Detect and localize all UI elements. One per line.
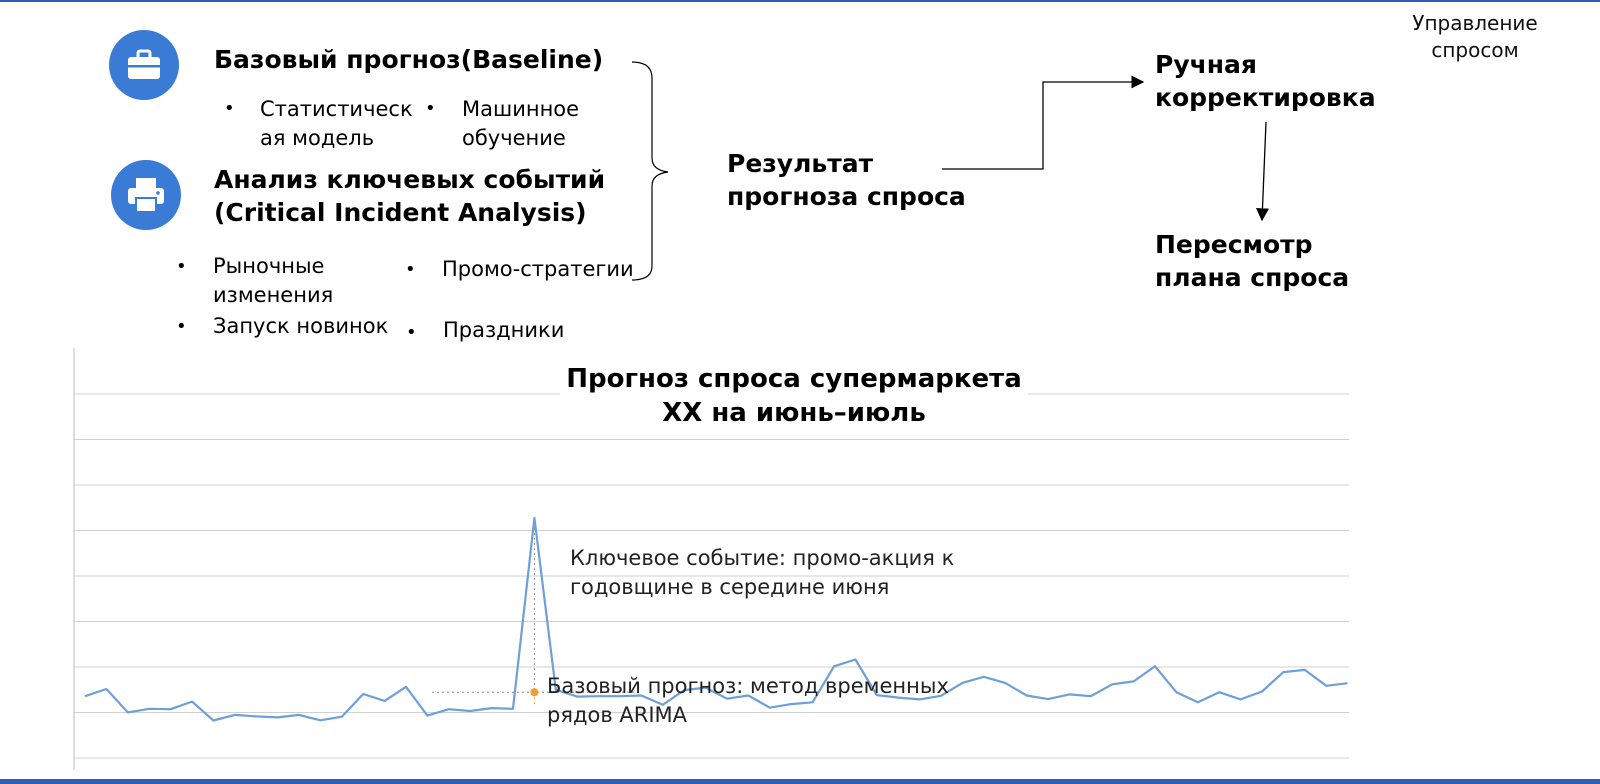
manual-adjustment-label: Ручная корректировка bbox=[1155, 50, 1376, 112]
title-backdrop bbox=[560, 360, 1028, 430]
cia-item-holidays: Праздники bbox=[443, 318, 565, 342]
plan-revision-label: Пересмотр плана спроса bbox=[1155, 230, 1350, 292]
cia-heading-line1: Анализ ключевых событий bbox=[214, 165, 606, 194]
printer-icon bbox=[128, 178, 164, 213]
annotation-key-event-line1: Ключевое событие: промо-акция к bbox=[570, 546, 954, 570]
bottom-border bbox=[0, 779, 1600, 784]
cia-heading: Анализ ключевых событий (Critical Incide… bbox=[214, 163, 605, 229]
bullet: • bbox=[176, 316, 187, 337]
forecast-result-label: Результат прогноза спроса bbox=[727, 149, 966, 211]
cia-item-launch: Запуск новинок bbox=[213, 314, 389, 338]
bullet: • bbox=[425, 98, 436, 119]
annotation-baseline-line1: Базовый прогноз: метод временных bbox=[547, 674, 949, 698]
chart-title-line1: Прогноз спроса супермаркета bbox=[566, 364, 1022, 394]
grouping-brace bbox=[631, 61, 669, 281]
top-border bbox=[0, 0, 1600, 2]
chart-title-line2: XX на июнь–июль bbox=[662, 398, 926, 428]
cia-heading-line2: (Critical Incident Analysis) bbox=[214, 198, 587, 227]
annotation-guides bbox=[432, 518, 640, 707]
annotation-baseline-line2: рядов ARIMA bbox=[547, 703, 688, 727]
baseline-item-ml: Машинное обучение bbox=[462, 97, 580, 150]
baseline-marker bbox=[530, 688, 539, 697]
baseline-heading: Базовый прогноз(Baseline) bbox=[214, 45, 604, 74]
demand-series-line bbox=[84, 516, 1348, 722]
briefcase-icon bbox=[128, 49, 160, 79]
section-title: Управление спросом bbox=[1412, 11, 1538, 62]
flow-connectors bbox=[631, 61, 1269, 281]
bullet: • bbox=[224, 98, 235, 119]
arrow-to-manual bbox=[942, 75, 1145, 170]
bullet: • bbox=[176, 256, 187, 277]
bullet: • bbox=[406, 322, 417, 343]
baseline-circle bbox=[109, 30, 179, 100]
cia-item-promo: Промо-стратегии bbox=[442, 257, 634, 281]
cia-circle bbox=[111, 160, 181, 230]
arrow-to-revision bbox=[1255, 121, 1269, 222]
demand-forecast-chart: Прогноз спроса супермаркета XX на июнь–и… bbox=[73, 348, 1349, 770]
annotation-key-event-line2: годовщине в середине июня bbox=[570, 575, 889, 599]
bullet: • bbox=[405, 259, 416, 280]
cia-item-market: Рыночные изменения bbox=[213, 254, 334, 307]
baseline-item-statistical: Статистическ ая модель bbox=[260, 97, 413, 150]
